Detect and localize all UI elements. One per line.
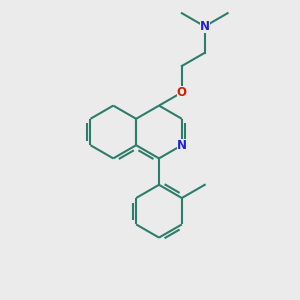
Text: N: N	[177, 139, 187, 152]
Text: O: O	[177, 86, 187, 99]
Text: N: N	[200, 20, 210, 33]
